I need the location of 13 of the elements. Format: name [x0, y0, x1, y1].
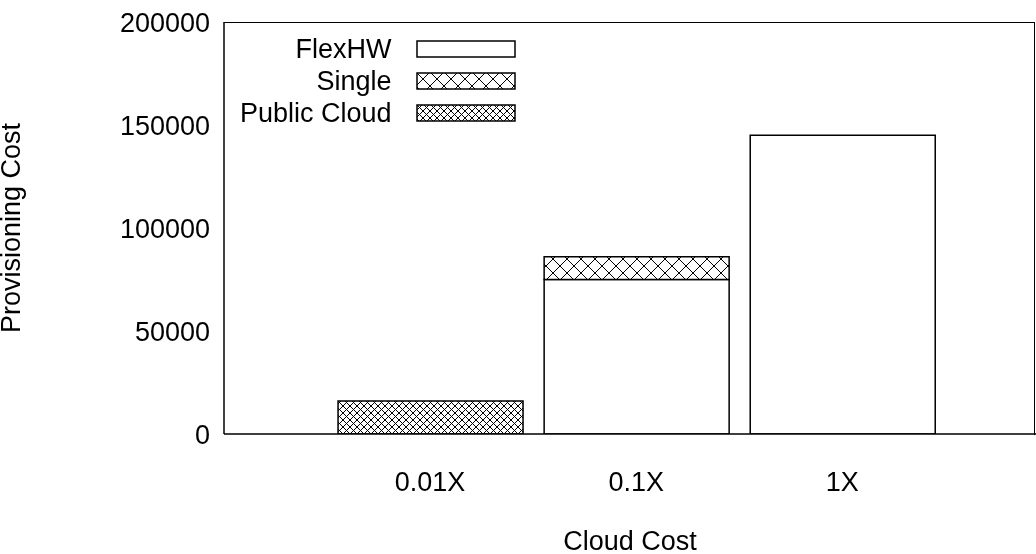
y-tick-label: 0: [194, 419, 210, 450]
y-tick-label: 100000: [119, 213, 210, 244]
y-axis-title: Provisioning Cost: [0, 122, 26, 334]
x-tick-label: 1X: [825, 467, 859, 498]
x-tick-label: 0.1X: [608, 467, 664, 498]
legend-label: Public Cloud: [240, 97, 392, 129]
legend-label: Single: [316, 65, 392, 97]
y-tick-label: 150000: [119, 110, 210, 141]
y-tick-label: 200000: [119, 7, 210, 38]
y-tick-label: 50000: [134, 316, 210, 347]
legend-label: FlexHW: [295, 33, 392, 65]
x-tick-label: 0.01X: [394, 467, 466, 498]
x-axis-title: Cloud Cost: [563, 526, 698, 554]
